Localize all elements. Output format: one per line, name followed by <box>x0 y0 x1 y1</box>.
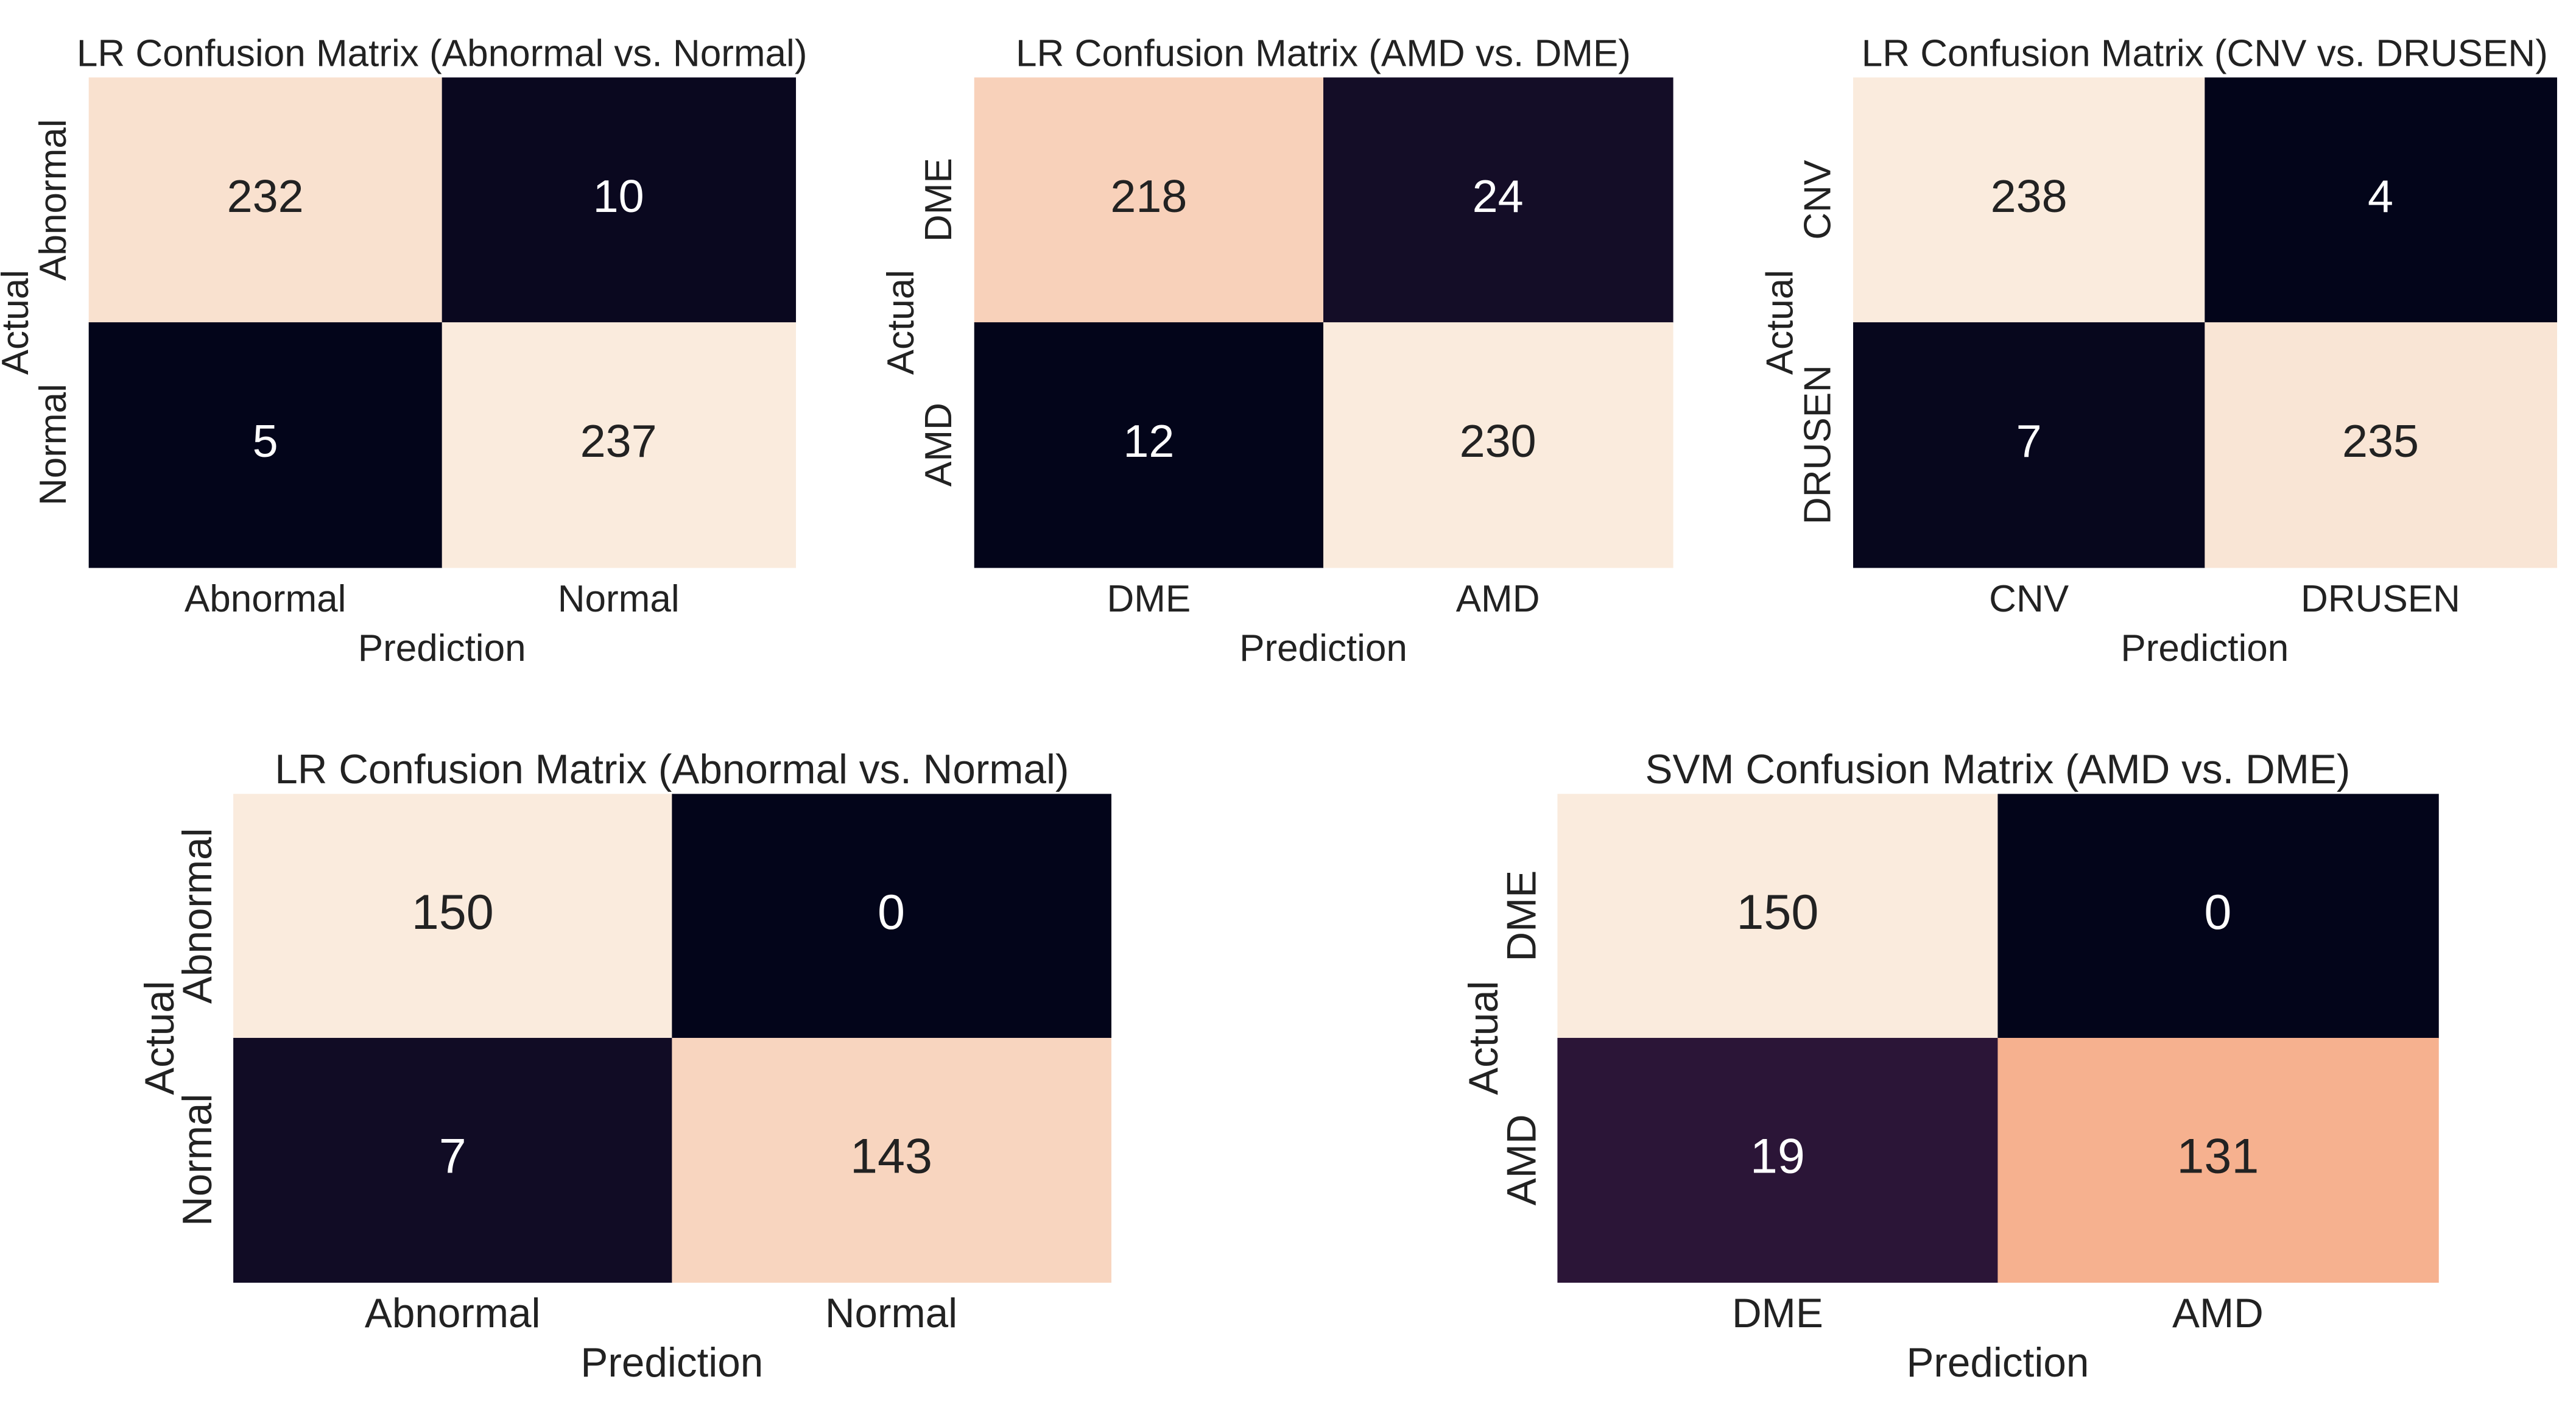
x-axis-label: Prediction <box>2120 627 2289 669</box>
cell-label: 7 <box>2016 416 2042 467</box>
cell-label: 10 <box>593 171 644 222</box>
chart-title: LR Confusion Matrix (CNV vs. DRUSEN) <box>1862 32 2548 74</box>
cell-label: 24 <box>1473 171 1524 222</box>
y-tick-label: Abnormal <box>32 119 74 280</box>
heatmap-cell <box>1853 322 2206 568</box>
y-axis-label: Actual <box>137 981 183 1095</box>
cell-label: 150 <box>412 885 494 940</box>
x-tick-label: Abnormal <box>365 1291 541 1336</box>
cell-label: 230 <box>1460 416 1536 467</box>
y-tick-label: DME <box>918 158 960 242</box>
x-tick-label: CNV <box>1989 578 2069 620</box>
x-tick-label: Normal <box>825 1291 957 1336</box>
chart-title: LR Confusion Matrix (Abnormal vs. Normal… <box>77 32 808 74</box>
x-axis-label: Prediction <box>358 627 526 669</box>
y-axis-label: Actual <box>1461 981 1507 1095</box>
heatmap-cell <box>1323 77 1673 323</box>
x-tick-label: DME <box>1107 578 1191 620</box>
x-tick-label: AMD <box>1456 578 1540 620</box>
heatmap-cell <box>1323 322 1673 568</box>
heatmap-cell <box>672 1037 1111 1283</box>
cell-label: 5 <box>253 416 278 467</box>
cell-label: 12 <box>1123 416 1174 467</box>
cell-label: 150 <box>1736 885 1818 940</box>
x-tick-label: Normal <box>558 578 680 620</box>
cell-label: 0 <box>878 885 905 940</box>
cell-label: 7 <box>439 1129 466 1184</box>
x-tick-label: DME <box>1732 1291 1823 1336</box>
cell-label: 0 <box>2204 885 2231 940</box>
heatmap-cell <box>1997 794 2439 1039</box>
heatmap-cell <box>974 322 1325 568</box>
y-tick-label: DRUSEN <box>1797 365 1839 524</box>
y-tick-label: Abnormal <box>175 828 220 1004</box>
heatmap-cell <box>2205 77 2557 323</box>
y-axis-label: Actual <box>0 270 37 375</box>
y-axis-label: Actual <box>1759 270 1801 375</box>
y-tick-label: AMD <box>1499 1114 1544 1205</box>
x-tick-label: Abnormal <box>185 578 346 620</box>
heatmap-cell <box>88 322 443 568</box>
y-axis-label: Actual <box>880 270 922 375</box>
x-axis-label: Prediction <box>580 1340 763 1386</box>
heatmap-cell <box>1557 794 1999 1039</box>
x-axis-label: Prediction <box>1239 627 1407 669</box>
cell-label: 218 <box>1110 171 1187 222</box>
heatmap-cell <box>974 77 1325 323</box>
heatmap-cell <box>88 77 443 323</box>
cell-label: 131 <box>2177 1129 2259 1184</box>
heatmap-cell <box>442 322 797 568</box>
chart-title: LR Confusion Matrix (Abnormal vs. Normal… <box>275 747 1069 792</box>
y-tick-label: Normal <box>175 1094 220 1226</box>
heatmap-cell <box>442 77 797 323</box>
y-tick-label: AMD <box>918 403 960 487</box>
cell-label: 143 <box>850 1129 932 1184</box>
heatmap-cell <box>233 794 673 1039</box>
y-tick-label: CNV <box>1797 160 1839 240</box>
y-tick-label: DME <box>1499 870 1544 962</box>
x-tick-label: DRUSEN <box>2301 578 2460 620</box>
cell-label: 19 <box>1750 1129 1805 1184</box>
chart-title: LR Confusion Matrix (AMD vs. DME) <box>1016 32 1631 74</box>
heatmap-cell <box>233 1037 673 1283</box>
chart-title: SVM Confusion Matrix (AMD vs. DME) <box>1645 747 2350 792</box>
cell-label: 232 <box>227 171 304 222</box>
x-tick-label: AMD <box>2172 1291 2264 1336</box>
heatmap-cell <box>1557 1037 1999 1283</box>
y-tick-label: Normal <box>32 384 74 506</box>
cell-label: 235 <box>2342 416 2419 467</box>
cell-label: 237 <box>580 416 657 467</box>
heatmap-cell <box>1853 77 2206 323</box>
heatmap-cell <box>1997 1037 2439 1283</box>
heatmap-cell <box>2205 322 2557 568</box>
x-axis-label: Prediction <box>1906 1340 2089 1386</box>
cell-label: 238 <box>1991 171 2067 222</box>
heatmap-cell <box>672 794 1111 1039</box>
cell-label: 4 <box>2368 171 2393 222</box>
